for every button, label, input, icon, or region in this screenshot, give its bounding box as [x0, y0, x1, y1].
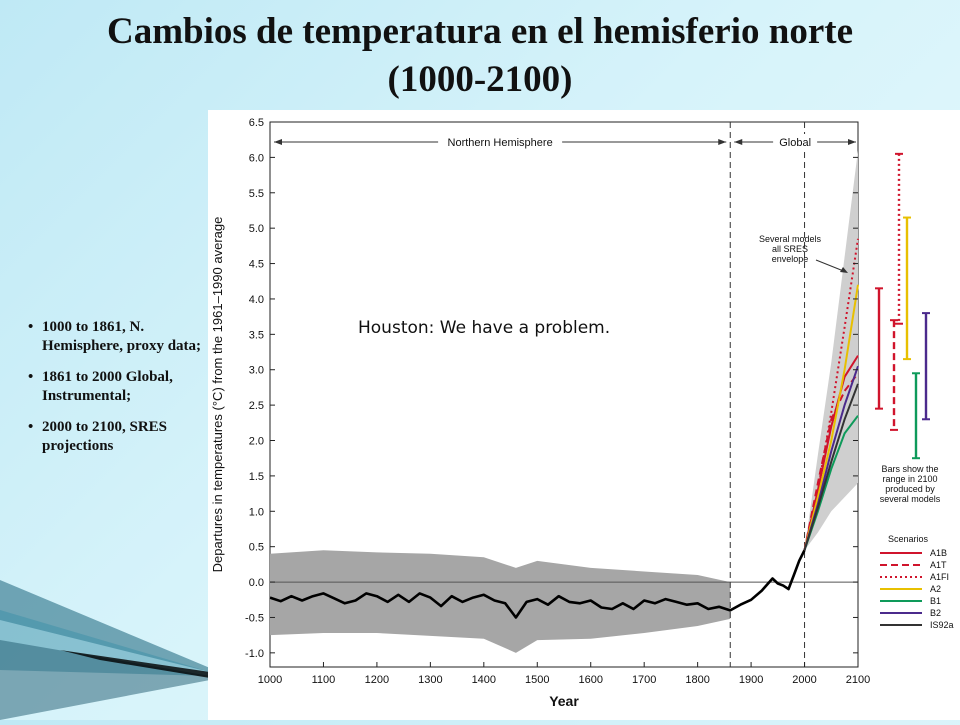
legend-label: B2 — [930, 608, 941, 618]
y-tick-label: 0.5 — [249, 542, 264, 554]
y-tick-label: 6.0 — [249, 152, 264, 164]
x-tick-label: 2000 — [792, 674, 816, 686]
bars-note: produced by — [885, 484, 935, 494]
x-tick-label: 2100 — [846, 674, 870, 686]
arrowhead-icon — [848, 139, 856, 145]
region-label-bg — [773, 134, 818, 150]
callout-text: Houston: We have a problem. — [358, 318, 611, 338]
bars-note: several models — [880, 494, 941, 504]
arrowhead-icon — [718, 139, 727, 145]
y-tick-label: 0.0 — [249, 577, 264, 589]
region-label-bg — [438, 134, 563, 150]
bullet-item: 2000 to 2100, SRES projections — [28, 418, 206, 456]
y-tick-label: -0.5 — [245, 612, 264, 624]
projection-envelope-band — [804, 150, 858, 551]
envelope-annotation: Several models — [759, 234, 822, 244]
slide-title: Cambios de temperatura en el hemisferio … — [0, 8, 960, 104]
y-tick-label: 5.0 — [249, 223, 264, 235]
legend-label: A1FI — [930, 572, 949, 582]
y-axis-title: Departures in temperatures (°C) from the… — [210, 217, 225, 573]
x-tick-label: 1100 — [312, 674, 336, 686]
arrowhead-icon — [274, 139, 282, 145]
region-label-nh: Northern Hemisphere — [448, 137, 553, 149]
x-tick-label: 1600 — [578, 674, 602, 686]
arrowhead-icon — [840, 267, 848, 273]
decorative-stripes — [0, 580, 210, 720]
legend-label: IS92a — [930, 620, 954, 630]
bullet-item: 1861 to 2000 Global, Instrumental; — [28, 368, 206, 406]
legend-label: B1 — [930, 596, 941, 606]
chart-svg: Northern Hemisphere Global Several modelsa… — [210, 117, 954, 709]
bars-note: Bars show the — [881, 464, 938, 474]
x-tick-label: 1000 — [258, 674, 282, 686]
y-tick-label: 3.5 — [249, 329, 264, 341]
x-tick-label: 1200 — [365, 674, 389, 686]
history-series-line — [269, 549, 806, 619]
slide-title-line1: Cambios de temperatura en el hemisferio … — [107, 11, 853, 52]
legend-label: A1B — [930, 548, 947, 558]
x-tick-label: 1300 — [418, 674, 442, 686]
x-tick-label: 1500 — [525, 674, 549, 686]
y-tick-label: 2.0 — [249, 436, 264, 448]
x-tick-label: 1400 — [472, 674, 496, 686]
envelope-pointer — [815, 259, 847, 273]
bullet-item: 1000 to 1861, N. Hemisphere, proxy data; — [28, 318, 206, 356]
y-tick-label: 3.0 — [249, 365, 264, 377]
temperature-chart: Northern Hemisphere Global Several models a… — [208, 110, 960, 720]
x-tick-label: 1800 — [685, 674, 709, 686]
legend-title: Scenarios — [888, 534, 929, 544]
arrowhead-icon — [734, 139, 743, 145]
bullet-list: 1000 to 1861, N. Hemisphere, proxy data;… — [28, 318, 206, 468]
legend-label: A2 — [930, 584, 941, 594]
projection-series-is92a — [803, 383, 859, 551]
y-tick-label: 6.5 — [249, 117, 264, 129]
bars-note: range in 2100 — [882, 474, 937, 484]
projection-series-a1fi — [803, 238, 859, 551]
x-tick-label: 1900 — [739, 674, 763, 686]
x-tick-label: 1700 — [632, 674, 656, 686]
y-tick-label: 5.5 — [249, 188, 264, 200]
y-tick-label: 4.0 — [249, 294, 264, 306]
x-axis-title: Year — [549, 693, 579, 709]
slide-title-line2: (1000-2100) — [387, 59, 573, 100]
region-label-global: Global — [779, 137, 811, 149]
envelope-annotation: all SRES — [772, 244, 808, 254]
y-tick-label: 2.5 — [249, 400, 264, 412]
projection-series-a1t — [803, 372, 859, 551]
y-tick-label: 1.5 — [249, 471, 264, 483]
projection-series-a2 — [803, 284, 859, 551]
envelope-annotation: envelope — [772, 254, 809, 264]
y-tick-label: 1.0 — [249, 506, 264, 518]
y-tick-label: -1.0 — [245, 648, 264, 660]
y-tick-label: 4.5 — [249, 259, 264, 271]
legend-label: A1T — [930, 560, 947, 570]
